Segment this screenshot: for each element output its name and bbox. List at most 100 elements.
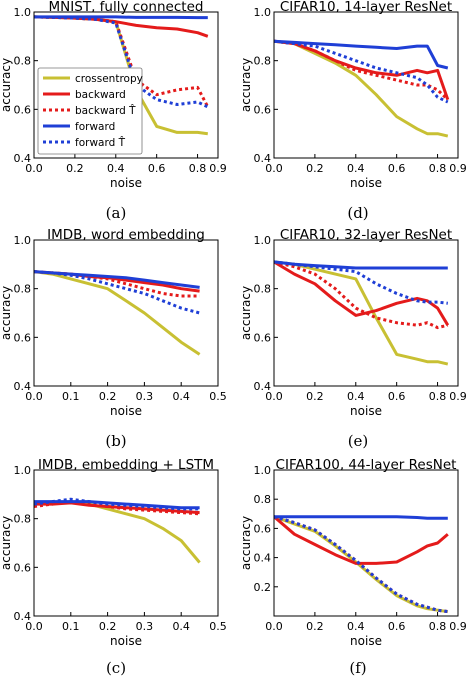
plot-frame — [273, 11, 459, 159]
y-tick-label: 0.8 — [14, 283, 32, 296]
y-tick-label: 1.0 — [14, 6, 32, 19]
plot-frame — [33, 239, 219, 387]
y-tick-label: 1.0 — [254, 234, 272, 247]
series-line-forward — [34, 270, 200, 289]
series-line-forward-that — [274, 515, 449, 614]
series-group — [274, 39, 450, 138]
y-tick-label: 1.0 — [14, 464, 32, 477]
chart-panel-2: 0.0 0.2 0.4 0.6 0.8 0.90.40.60.81.0noiseaccur… — [239, 0, 467, 222]
series-line-forward-that — [34, 270, 200, 315]
plot-frame — [33, 469, 219, 617]
x-tick-label: 0.8 — [429, 390, 447, 403]
panel-caption: (e) — [348, 432, 369, 450]
series-group — [34, 270, 201, 356]
x-tick-label: 0.2 — [99, 620, 117, 633]
y-tick-label: 0.4 — [14, 380, 32, 393]
x-axis-label: noise — [110, 176, 142, 190]
y-tick-label: 0.6 — [254, 331, 272, 344]
series-line-backward — [274, 515, 449, 565]
plot-frame — [273, 469, 459, 617]
y-tick-label: 0.8 — [254, 283, 272, 296]
x-tick-label: 0.2 — [306, 162, 324, 175]
chart-title: IMDB, embedding + LSTM — [38, 457, 214, 473]
x-tick-label: 0.0 — [25, 162, 43, 175]
y-tick-label: 0.4 — [14, 152, 32, 165]
y-tick-label: 0.8 — [14, 55, 32, 68]
x-tick-label: 0.6 — [388, 162, 406, 175]
series-group — [274, 260, 450, 366]
series-group — [274, 515, 449, 614]
y-axis-label: accuracy — [239, 286, 253, 340]
y-tick-label: 0.4 — [254, 380, 272, 393]
x-tick-label: 0.1 — [62, 390, 80, 403]
x-tick-label: 0.5 — [209, 620, 227, 633]
series-line-backward — [274, 39, 450, 101]
panel-caption: (d) — [347, 204, 368, 222]
chart-title: IMDB, word embedding — [47, 227, 205, 243]
series-line-forward — [274, 39, 449, 70]
series-line-backward-that — [34, 270, 200, 298]
x-tick-label: 0.4 — [347, 620, 365, 633]
x-tick-label: 0.4 — [347, 390, 365, 403]
x-tick-label: 0.4 — [347, 162, 365, 175]
chart-title: MNIST, fully connected — [49, 0, 204, 15]
chart-title: CIFAR10, 32-layer ResNet — [280, 227, 452, 243]
series-line-forward-that — [274, 260, 448, 305]
series-line-backward-that — [274, 39, 449, 101]
y-tick-label: 1.0 — [254, 6, 272, 19]
legend-label: backward T̂ — [75, 104, 136, 117]
x-tick-label: 0.0 — [25, 620, 43, 633]
x-tick-label: 0.8 — [429, 620, 447, 633]
x-axis-label: noise — [110, 404, 142, 418]
series-line-crossentropy — [274, 39, 449, 138]
y-tick-label: 0.4 — [254, 552, 272, 565]
legend-label: forward T̂ — [75, 136, 126, 149]
x-tick-label: 0.4 — [172, 390, 190, 403]
x-tick-label: 0.3 — [136, 620, 154, 633]
y-axis-label: accuracy — [0, 286, 13, 340]
y-tick-label: 0.8 — [254, 493, 272, 506]
x-tick-label: 0.0 — [265, 390, 283, 403]
y-tick-label: 0.6 — [14, 103, 32, 116]
x-tick-label: 0.6 — [388, 390, 406, 403]
y-tick-label: 0.6 — [254, 103, 272, 116]
series-line-backward — [274, 260, 450, 326]
chart-panel-1: 0.0 0.2 0.4 0.6 0.8 0.90.40.60.81.0noiseaccur… — [0, 0, 227, 222]
series-line-backward-that — [274, 260, 449, 330]
x-tick-label: 0.0 — [25, 390, 43, 403]
y-tick-label: 1.0 — [14, 234, 32, 247]
legend-label: backward — [75, 89, 126, 101]
series-line-backward-that — [34, 500, 200, 516]
plot-frame — [33, 11, 219, 159]
x-axis-label: noise — [350, 634, 382, 648]
x-tick-label: 0.4 — [172, 620, 190, 633]
y-tick-label: 0.8 — [14, 513, 32, 526]
y-axis-label: accuracy — [0, 516, 13, 570]
y-tick-label: 0.4 — [254, 152, 272, 165]
x-tick-label: 0.4 — [107, 162, 125, 175]
series-line-crossentropy — [274, 260, 449, 366]
series-line-forward — [274, 260, 448, 270]
x-tick-label: 0.2 — [306, 390, 324, 403]
series-group — [34, 15, 210, 136]
x-axis-label: noise — [350, 176, 382, 190]
legend-box — [37, 67, 143, 155]
panel-caption: (b) — [105, 432, 126, 450]
x-tick-label: 0.9 — [449, 162, 467, 175]
series-line-backward — [34, 15, 209, 38]
y-tick-label: 0.2 — [254, 581, 272, 594]
panel-caption: (c) — [106, 659, 126, 677]
x-tick-label: 0.2 — [99, 390, 117, 403]
y-tick-label: 0.6 — [254, 522, 272, 535]
chart-panel-3: 0.0 0.1 0.2 0.3 0.4 0.5 0.4 0.6 0.8 1.0 noise accur… — [0, 227, 227, 450]
series-line-forward-that — [34, 15, 209, 109]
x-tick-label: 0.6 — [148, 162, 166, 175]
chart-panel-6: 0.0 0.2 0.4 0.6 0.8 0.90.20.40.60.81.0noiseac… — [239, 457, 467, 677]
x-tick-label: 0.8 — [429, 162, 447, 175]
x-tick-label: 0.2 — [306, 620, 324, 633]
series-line-forward-that — [34, 497, 200, 511]
x-tick-label: 0.1 — [62, 620, 80, 633]
y-tick-label: 0.6 — [14, 561, 32, 574]
y-axis-label: accuracy — [239, 516, 253, 570]
